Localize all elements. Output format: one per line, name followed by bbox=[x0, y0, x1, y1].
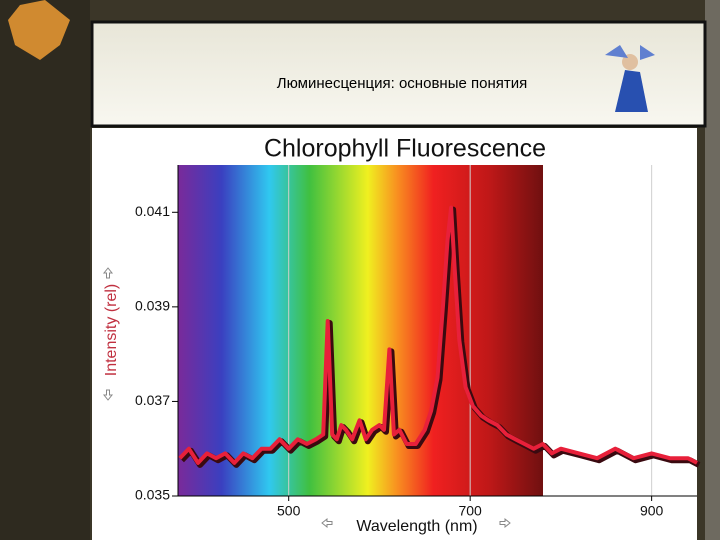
x-tick-label: 500 bbox=[277, 503, 301, 519]
y-axis-label: Intensity (rel) bbox=[103, 284, 120, 376]
spectrum-background bbox=[178, 165, 543, 496]
wizard-icon bbox=[605, 45, 655, 112]
x-tick-label: 700 bbox=[458, 503, 482, 519]
right-strip bbox=[705, 0, 720, 540]
plot: 500 700 900 0.035 0.037 0.039 0.041 bbox=[135, 165, 701, 519]
x-axis-arrows bbox=[321, 517, 511, 529]
x-axis-label: Wavelength (nm) bbox=[356, 518, 477, 535]
y-tick-label: 0.039 bbox=[135, 298, 170, 314]
header-bar bbox=[90, 20, 707, 128]
left-strip bbox=[0, 0, 90, 540]
y-tick-label: 0.041 bbox=[135, 203, 170, 219]
y-tick-label: 0.037 bbox=[135, 392, 170, 408]
slide-title: Люминесценция: основные понятия bbox=[277, 75, 527, 92]
y-axis-arrows bbox=[102, 267, 114, 401]
y-tick-label: 0.035 bbox=[135, 487, 170, 503]
chart-title: Chlorophyll Fluorescence bbox=[264, 135, 546, 163]
line bbox=[178, 205, 698, 465]
x-tick-label: 900 bbox=[640, 503, 664, 519]
leaf bbox=[8, 0, 70, 60]
